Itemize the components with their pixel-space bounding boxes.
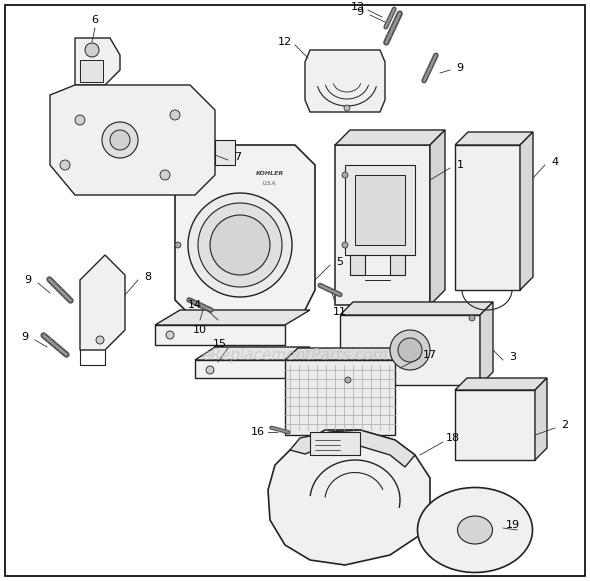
Text: 3: 3: [510, 352, 516, 362]
Circle shape: [398, 338, 422, 362]
Text: 9: 9: [457, 63, 464, 73]
Circle shape: [188, 193, 292, 297]
Text: 14: 14: [188, 300, 202, 310]
Circle shape: [60, 160, 70, 170]
Text: 10: 10: [193, 325, 207, 335]
Text: 9: 9: [21, 332, 28, 342]
Circle shape: [206, 366, 214, 374]
Text: 2: 2: [562, 420, 569, 430]
Circle shape: [102, 122, 138, 158]
Text: 11: 11: [333, 307, 347, 317]
Text: 17: 17: [423, 350, 437, 360]
Circle shape: [345, 377, 351, 383]
Polygon shape: [390, 255, 405, 275]
Polygon shape: [195, 347, 310, 360]
Circle shape: [469, 315, 475, 321]
Text: U.S.A.: U.S.A.: [263, 181, 277, 185]
Text: 9: 9: [356, 7, 363, 17]
Circle shape: [342, 172, 348, 178]
Circle shape: [110, 130, 130, 150]
Text: 15: 15: [213, 339, 227, 349]
Ellipse shape: [418, 487, 533, 572]
Text: 8: 8: [145, 272, 152, 282]
Text: KOHLER: KOHLER: [256, 170, 284, 175]
Text: 4: 4: [552, 157, 559, 167]
Polygon shape: [155, 310, 310, 325]
Polygon shape: [335, 130, 445, 145]
Circle shape: [166, 331, 174, 339]
Polygon shape: [285, 348, 408, 360]
Polygon shape: [455, 145, 520, 290]
Polygon shape: [268, 430, 430, 565]
Circle shape: [170, 110, 180, 120]
Polygon shape: [455, 390, 535, 460]
Polygon shape: [80, 255, 125, 350]
Text: 6: 6: [91, 15, 99, 25]
Polygon shape: [175, 145, 315, 320]
Polygon shape: [310, 432, 360, 455]
Polygon shape: [340, 302, 493, 315]
Ellipse shape: [457, 516, 493, 544]
Text: 18: 18: [446, 433, 460, 443]
Circle shape: [198, 203, 282, 287]
Circle shape: [160, 170, 170, 180]
Polygon shape: [480, 302, 493, 385]
Text: 1: 1: [457, 160, 464, 170]
Polygon shape: [355, 175, 405, 245]
Text: 5: 5: [336, 257, 343, 267]
Polygon shape: [345, 165, 415, 255]
Text: 16: 16: [251, 427, 265, 437]
Circle shape: [344, 105, 350, 111]
Text: eReplacementParts.com: eReplacementParts.com: [202, 347, 388, 363]
Polygon shape: [455, 378, 547, 390]
Polygon shape: [520, 132, 533, 290]
Text: 19: 19: [506, 520, 520, 530]
Polygon shape: [455, 132, 533, 145]
Polygon shape: [535, 378, 547, 460]
Circle shape: [175, 242, 181, 248]
Polygon shape: [50, 85, 215, 195]
Circle shape: [85, 43, 99, 57]
Circle shape: [75, 115, 85, 125]
Text: 9: 9: [24, 275, 31, 285]
Polygon shape: [80, 60, 103, 82]
Circle shape: [342, 242, 348, 248]
Circle shape: [210, 215, 270, 275]
Polygon shape: [285, 360, 395, 435]
Text: 7: 7: [234, 152, 241, 162]
Polygon shape: [75, 38, 120, 85]
Polygon shape: [195, 360, 290, 378]
Text: 12: 12: [278, 37, 292, 47]
Polygon shape: [335, 145, 430, 305]
Circle shape: [390, 330, 430, 370]
Polygon shape: [290, 430, 415, 467]
Polygon shape: [340, 315, 480, 385]
Polygon shape: [215, 140, 235, 165]
Polygon shape: [430, 130, 445, 305]
Circle shape: [96, 336, 104, 344]
Polygon shape: [155, 325, 285, 345]
Text: 13: 13: [351, 2, 365, 12]
Polygon shape: [305, 50, 385, 112]
Polygon shape: [350, 255, 365, 275]
